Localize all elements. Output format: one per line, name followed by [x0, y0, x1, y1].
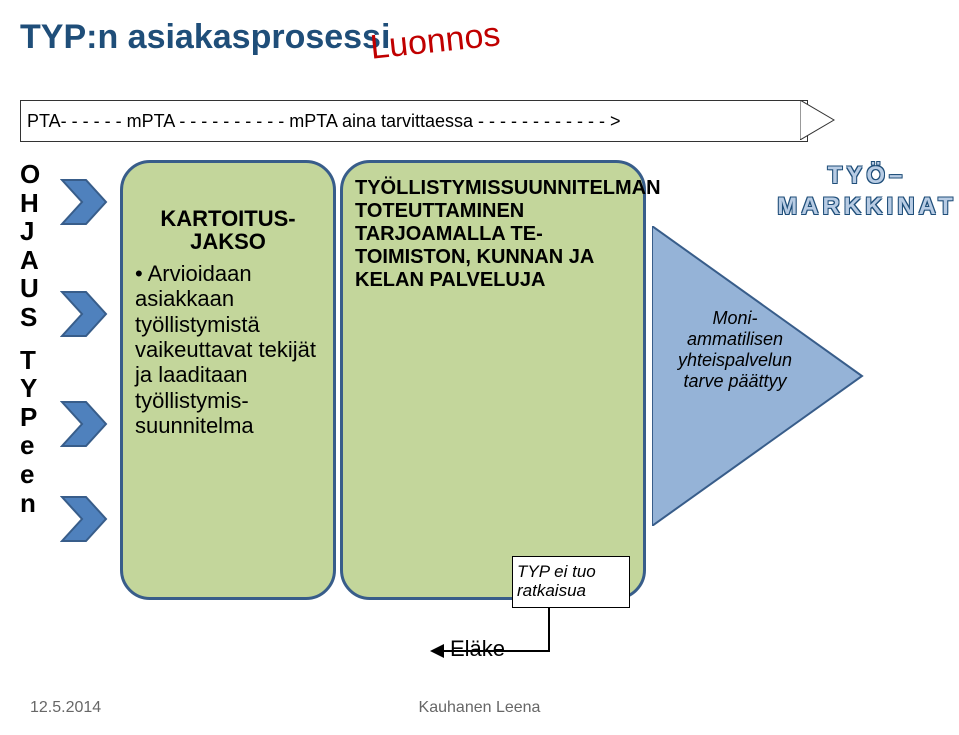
stage-1-bullet: Arvioidaan asiakkaan työllistymistä vaik… — [135, 261, 321, 438]
big-arrow-label: Moni-ammatilisen yhteispalvelun tarve pä… — [670, 308, 800, 392]
chevron-icon — [60, 290, 108, 338]
connector-vertical — [548, 608, 550, 650]
stage-1-box: KARTOITUS-JAKSO Arvioidaan asiakkaan työ… — [120, 160, 336, 600]
timeline-text: PTA- - - - - - mPTA - - - - - - - - - - … — [27, 111, 620, 132]
stage-2-box: TYÖLLISTYMISSUUNNITELMAN TOTEUTTAMINEN T… — [340, 160, 646, 600]
stage-1-heading: KARTOITUS-JAKSO — [135, 207, 321, 253]
chevron-icon — [60, 495, 108, 543]
exit-label: Eläke — [450, 636, 505, 662]
chevron-icon — [60, 400, 108, 448]
fail-label-box: TYP ei tuo ratkaisua — [512, 556, 630, 608]
fail-label-text: TYP ei tuo ratkaisua — [517, 563, 625, 600]
outcome-label: TYÖ–MARKKINAT — [772, 160, 959, 222]
footer-author: Kauhanen Leena — [0, 699, 959, 717]
page-title: TYP:n asiakasprosessi — [20, 18, 390, 57]
timeline-arrow-icon — [800, 100, 836, 145]
vertical-label: OHJAUSTYPeen — [20, 160, 60, 517]
stage-2-text: TYÖLLISTYMISSUUNNITELMAN TOTEUTTAMINEN T… — [355, 177, 631, 292]
timeline-bar: PTA- - - - - - mPTA - - - - - - - - - - … — [20, 100, 808, 142]
connector-arrowhead-icon — [430, 644, 444, 663]
chevron-icon — [60, 178, 108, 226]
